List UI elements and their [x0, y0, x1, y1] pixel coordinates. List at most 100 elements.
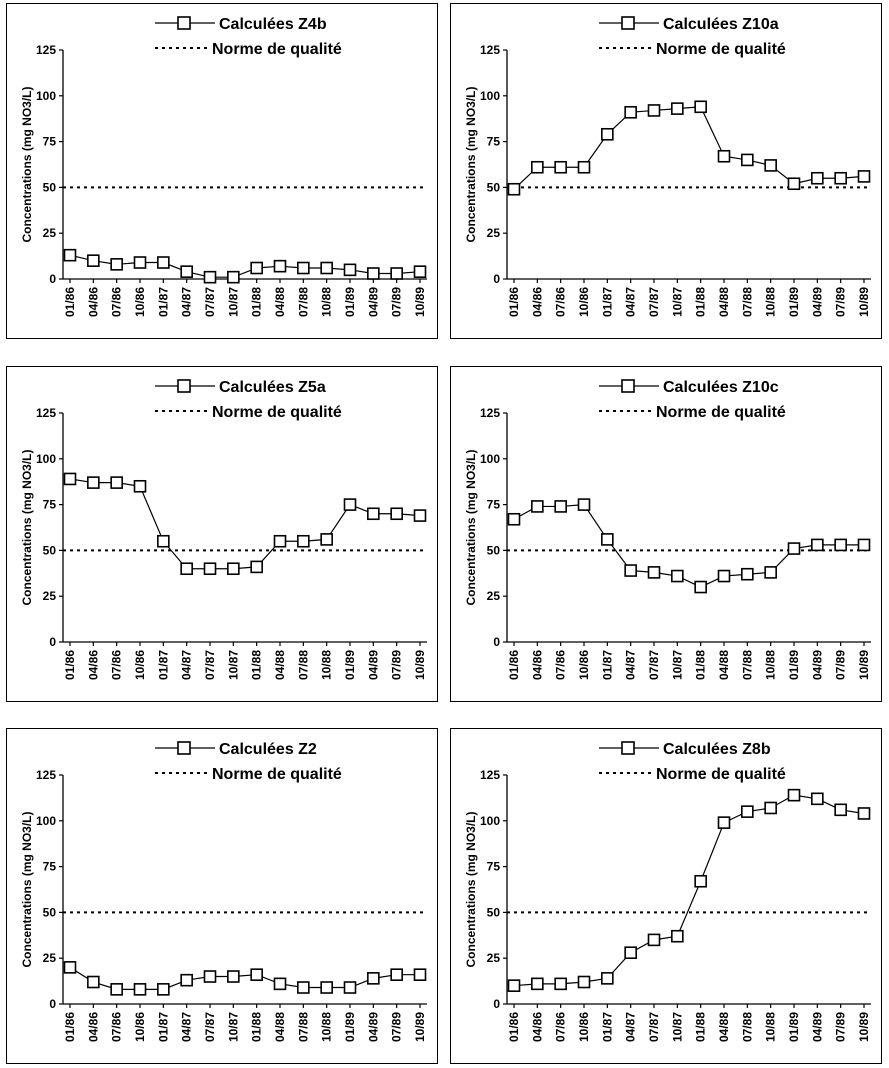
x-tick-label: 10/87: [226, 287, 240, 317]
x-tick-label: 01/86: [507, 650, 521, 680]
data-point-marker: [157, 256, 170, 269]
y-axis-label: Concentrations (mg NO3/L): [20, 449, 34, 605]
x-tick-label: 01/87: [600, 1012, 614, 1042]
x-tick-label: 04/89: [366, 1012, 380, 1042]
data-point-marker: [320, 981, 333, 994]
chart-svg-z2: Calculées Z2 Norme de qualité 0 25 50 75 100 12…: [20, 741, 427, 1042]
legend-series-marker: [621, 16, 635, 30]
data-point-marker: [624, 946, 637, 960]
x-tick-label: 07/89: [834, 650, 848, 680]
y-tick-label: 25: [487, 226, 501, 240]
data-point-marker: [203, 970, 217, 983]
legend-series-marker: [621, 741, 635, 755]
data-point-marker: [367, 507, 380, 521]
data-point-marker: [297, 981, 310, 994]
legend-series-label: Calculées Z5a: [219, 379, 326, 396]
x-tick-label: 04/89: [810, 287, 824, 317]
x-tick-label: 07/87: [203, 1012, 217, 1042]
data-point-marker: [413, 509, 427, 522]
x-tick-label: 04/86: [86, 287, 100, 317]
chart-panel-z10a: Calculées Z10a Norme de qualité 0 25 50 75 100…: [450, 3, 882, 339]
chart-panel-z2: Calculées Z2 Norme de qualité 0 25 50 75 100 12…: [6, 728, 438, 1064]
data-point-marker: [694, 874, 707, 888]
data-point-marker: [203, 270, 217, 284]
y-tick-label: 125: [36, 768, 56, 782]
x-tick-label: 10/89: [857, 287, 871, 317]
x-tick-label: 01/86: [63, 650, 77, 680]
x-tick-label: 10/88: [320, 287, 334, 317]
data-point-marker: [390, 267, 403, 280]
legend-series-marker: [177, 379, 191, 393]
data-point-marker: [343, 498, 357, 511]
y-tick-label: 125: [480, 768, 500, 782]
data-point-marker: [601, 972, 614, 985]
x-tick-label: 01/86: [63, 1012, 77, 1042]
data-point-marker: [554, 500, 567, 513]
data-point-marker: [764, 801, 777, 815]
data-point-marker: [554, 160, 567, 174]
data-point-marker: [110, 258, 123, 271]
y-tick-label: 25: [43, 226, 57, 240]
data-point-marker: [250, 261, 263, 275]
x-tick-label: 07/87: [647, 650, 661, 680]
y-tick-label: 125: [36, 406, 56, 420]
x-tick-label: 10/88: [764, 1012, 778, 1042]
data-point-marker: [577, 975, 591, 989]
data-point-marker: [390, 507, 403, 521]
x-tick-label: 10/89: [413, 650, 427, 680]
data-point-marker: [694, 580, 707, 594]
x-tick-label: 04/89: [366, 650, 380, 680]
legend-norme-label: Norme de qualité: [656, 41, 786, 58]
x-tick-label: 01/89: [343, 287, 357, 317]
data-point-marker: [250, 560, 263, 574]
x-tick-label: 01/88: [694, 1012, 708, 1042]
x-tick-label: 07/89: [390, 650, 404, 680]
y-tick-label: 75: [43, 498, 57, 512]
y-tick-label: 25: [487, 951, 501, 965]
data-point-marker: [297, 534, 310, 548]
data-point-marker: [273, 534, 287, 548]
data-point-marker: [87, 975, 100, 989]
data-point-marker: [203, 562, 217, 576]
data-point-marker: [717, 569, 731, 583]
x-tick-label: 01/88: [250, 1012, 264, 1042]
y-axis-label: Concentrations (mg NO3/L): [464, 811, 478, 967]
x-tick-label: 04/88: [273, 650, 287, 680]
x-tick-label: 01/88: [694, 650, 708, 680]
x-tick-label: 10/86: [133, 1012, 147, 1042]
legend-series-marker: [177, 741, 191, 755]
x-tick-label: 07/88: [296, 650, 310, 680]
y-tick-label: 100: [480, 89, 500, 103]
data-point-marker: [647, 933, 661, 947]
y-tick-label: 0: [49, 635, 56, 649]
x-tick-label: 04/88: [717, 650, 731, 680]
y-tick-label: 50: [487, 905, 501, 919]
x-tick-label: 07/88: [740, 650, 754, 680]
x-tick-label: 07/87: [647, 1012, 661, 1042]
x-tick-label: 04/86: [86, 650, 100, 680]
x-tick-label: 04/89: [810, 1012, 824, 1042]
data-point-marker: [273, 259, 287, 273]
x-tick-label: 07/89: [834, 287, 848, 317]
data-point-marker: [577, 160, 591, 174]
x-tick-label: 01/88: [250, 650, 264, 680]
data-point-marker: [531, 500, 544, 513]
x-tick-label: 01/89: [787, 287, 801, 317]
data-point-marker: [343, 263, 357, 277]
data-point-marker: [811, 171, 824, 185]
data-point-marker: [507, 182, 521, 196]
y-tick-label: 100: [36, 89, 56, 103]
data-point-marker: [811, 792, 824, 806]
data-point-marker: [507, 512, 521, 526]
data-point-marker: [133, 479, 147, 493]
x-tick-label: 01/86: [63, 287, 77, 317]
data-point-marker: [624, 105, 637, 119]
data-point-marker: [180, 265, 193, 278]
data-point-marker: [577, 498, 591, 511]
x-tick-label: 04/87: [624, 287, 638, 317]
x-tick-label: 10/88: [764, 287, 778, 317]
x-tick-label: 07/88: [740, 1012, 754, 1042]
x-tick-label: 04/89: [810, 650, 824, 680]
data-point-marker: [367, 972, 380, 985]
data-point-marker: [764, 566, 777, 579]
